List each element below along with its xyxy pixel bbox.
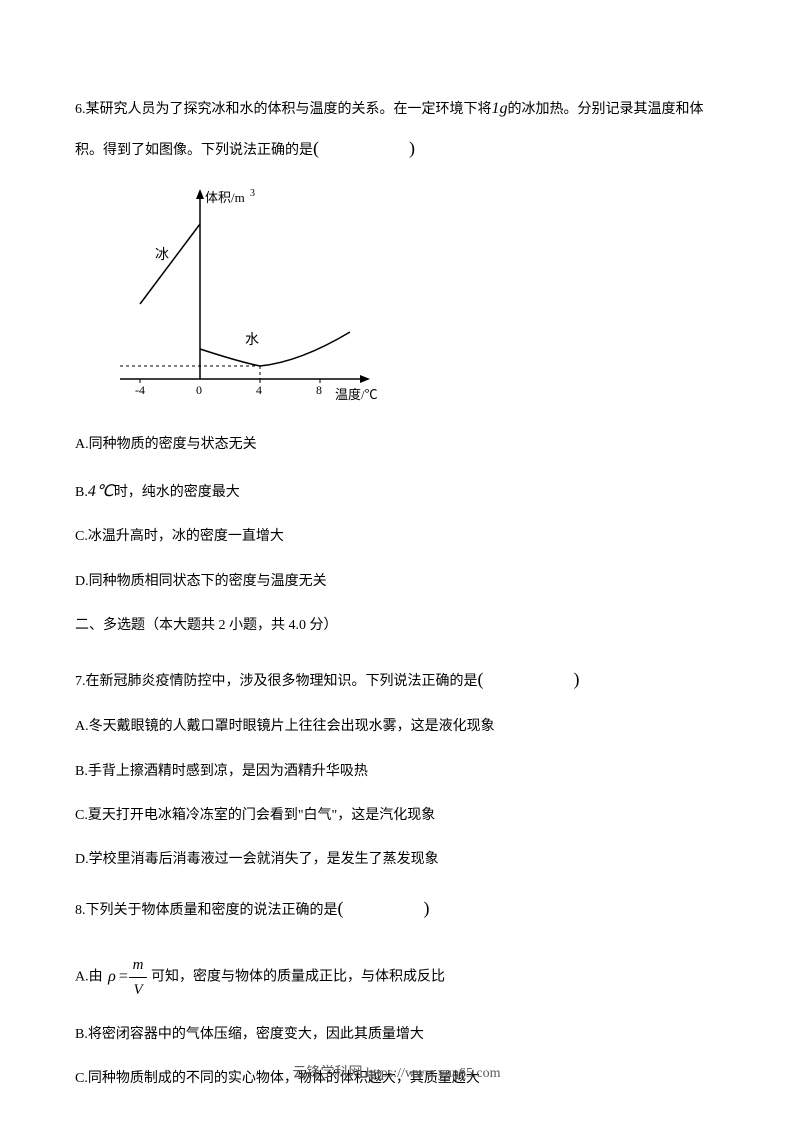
eq-symbol: = [118,964,129,990]
ice-label: 冰 [155,247,169,263]
q6-optb-prefix: B. [75,485,88,500]
q6-paren-open: ( [313,138,319,158]
q8-paren-open: ( [338,898,344,918]
q6-optb-suffix: 时，纯水的密度最大 [114,485,240,500]
q6-option-d: D.同种物质相同状态下的密度与温度无关 [75,571,718,593]
q8-text: 8.下列关于物体质量和密度的说法正确的是() [75,894,718,923]
rho-symbol: ρ [108,964,116,990]
ice-line [140,224,200,304]
q7-paren-close: ) [574,669,580,689]
q7-option-c: C.夏天打开电冰箱冷冻室的门会看到"白气"，这是汽化现象 [75,805,718,827]
q8-opta-suffix: 可知，密度与物体的质量成正比，与体积成反比 [151,969,445,984]
q6-line2-text: 积。得到了如图像。下列说法正确的是 [75,143,313,158]
q6-option-a: A.同种物质的密度与状态无关 [75,434,718,456]
q7-option-a: A.冬天戴眼镜的人戴口罩时眼镜片上往往会出现水雾，这是液化现象 [75,716,718,738]
q6-line2: 积。得到了如图像。下列说法正确的是() [75,132,718,164]
q6-optb-temp: 4℃ [88,483,114,500]
q8-option-b: B.将密闭容器中的气体压缩，密度变大，因此其质量增大 [75,1024,718,1046]
q6-option-b: B.4℃时，纯水的密度最大 [75,479,718,505]
volume-temperature-chart: 体积/m 3 冰 水 温度/℃ -4 0 4 8 [120,184,380,414]
denominator: V [129,978,148,1002]
x-label: 温度/℃ [335,387,378,402]
q6-line1: 6.某研究人员为了探究冰和水的体积与温度的关系。在一定环境下将1g的冰加热。分别… [75,95,718,124]
q8-text-content: 8.下列关于物体质量和密度的说法正确的是 [75,903,338,918]
q6-option-c: C.冰温升高时，冰的密度一直增大 [75,526,718,548]
q6-prefix: 6.某研究人员为了探究冰和水的体积与温度的关系。在一定环境下将 [75,102,492,117]
xtick-1: 0 [196,383,202,397]
q6-mid: 的冰加热。分别记录其温度和体 [508,102,704,117]
q8-option-a: A.由 ρ=mV 可知，密度与物体的质量成正比，与体积成反比 [75,945,718,1002]
q8-opta-prefix: A.由 [75,969,103,984]
fraction: mV [129,953,148,1002]
q6-paren-close: ) [409,138,415,158]
y-arrow [196,189,204,199]
xtick-0: -4 [135,383,145,397]
chart-svg: 体积/m 3 冰 水 温度/℃ -4 0 4 8 [120,184,380,414]
q7-text-content: 7.在新冠肺炎疫情防控中，涉及很多物理知识。下列说法正确的是 [75,674,478,689]
q7-option-b: B.手背上擦酒精时感到凉，是因为酒精升华吸热 [75,761,718,783]
numerator: m [129,953,148,978]
page-footer: 云锋学科网 https://www.yun65.com [0,1062,793,1082]
y-label-sup: 3 [250,188,255,199]
q7-paren-open: ( [478,669,484,689]
section-2-title: 二、多选题（本大题共 2 小题，共 4.0 分） [75,615,718,637]
q8-paren-close: ) [424,898,430,918]
y-label: 体积/m [205,190,245,205]
q7-option-d: D.学校里消毒后消毒液过一会就消失了，是发生了蒸发现象 [75,849,718,871]
water-label: 水 [245,332,259,348]
x-arrow [360,375,370,383]
q7-text: 7.在新冠肺炎疫情防控中，涉及很多物理知识。下列说法正确的是() [75,665,718,694]
xtick-2: 4 [256,383,262,397]
xtick-3: 8 [316,383,322,397]
q6-mass: 1g [492,100,508,117]
water-curve [200,332,350,366]
